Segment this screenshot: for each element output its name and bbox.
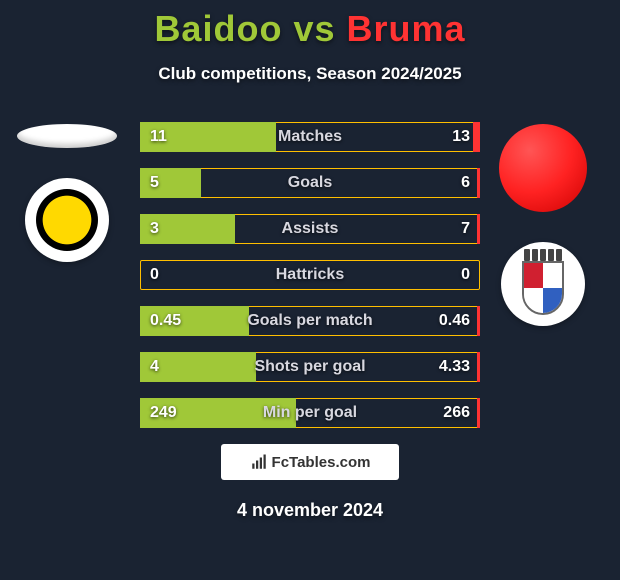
header: Baidoo vs Bruma Club competitions, Seaso… — [0, 0, 620, 84]
comparison-chart: 1113Matches 56Goals 37Assists 00Hattricks 0.… — [140, 122, 480, 444]
stat-label: Shots per goal — [140, 352, 480, 382]
stat-label: Assists — [140, 214, 480, 244]
stat-row: 00Hattricks — [140, 260, 480, 290]
brand-text: FcTables.com — [272, 454, 371, 471]
stat-label: Goals per match — [140, 306, 480, 336]
date-text: 4 november 2024 — [0, 500, 620, 521]
player1-marker-icon — [17, 124, 117, 148]
stat-row: 0.450.46Goals per match — [140, 306, 480, 336]
chart-icon — [250, 453, 268, 471]
stat-row: 37Assists — [140, 214, 480, 244]
left-side-badges — [12, 124, 122, 262]
right-side-badges — [488, 124, 598, 326]
stat-row: 56Goals — [140, 168, 480, 198]
comparison-title: Baidoo vs Bruma — [0, 8, 620, 50]
brand-badge: FcTables.com — [221, 444, 399, 480]
stat-row: 1113Matches — [140, 122, 480, 152]
vs-text: vs — [293, 8, 335, 49]
player2-name: Bruma — [347, 8, 466, 49]
elfsborg-logo-icon — [36, 189, 98, 251]
stat-label: Matches — [140, 122, 480, 152]
club-right-badge — [501, 242, 585, 326]
player1-name: Baidoo — [154, 8, 282, 49]
player2-marker-icon — [499, 124, 587, 212]
club-left-badge — [25, 178, 109, 262]
subtitle: Club competitions, Season 2024/2025 — [0, 64, 620, 84]
stat-label: Hattricks — [140, 260, 480, 290]
braga-logo-icon — [514, 249, 572, 319]
stat-label: Goals — [140, 168, 480, 198]
stat-row: 44.33Shots per goal — [140, 352, 480, 382]
stat-row: 249266Min per goal — [140, 398, 480, 428]
stat-label: Min per goal — [140, 398, 480, 428]
